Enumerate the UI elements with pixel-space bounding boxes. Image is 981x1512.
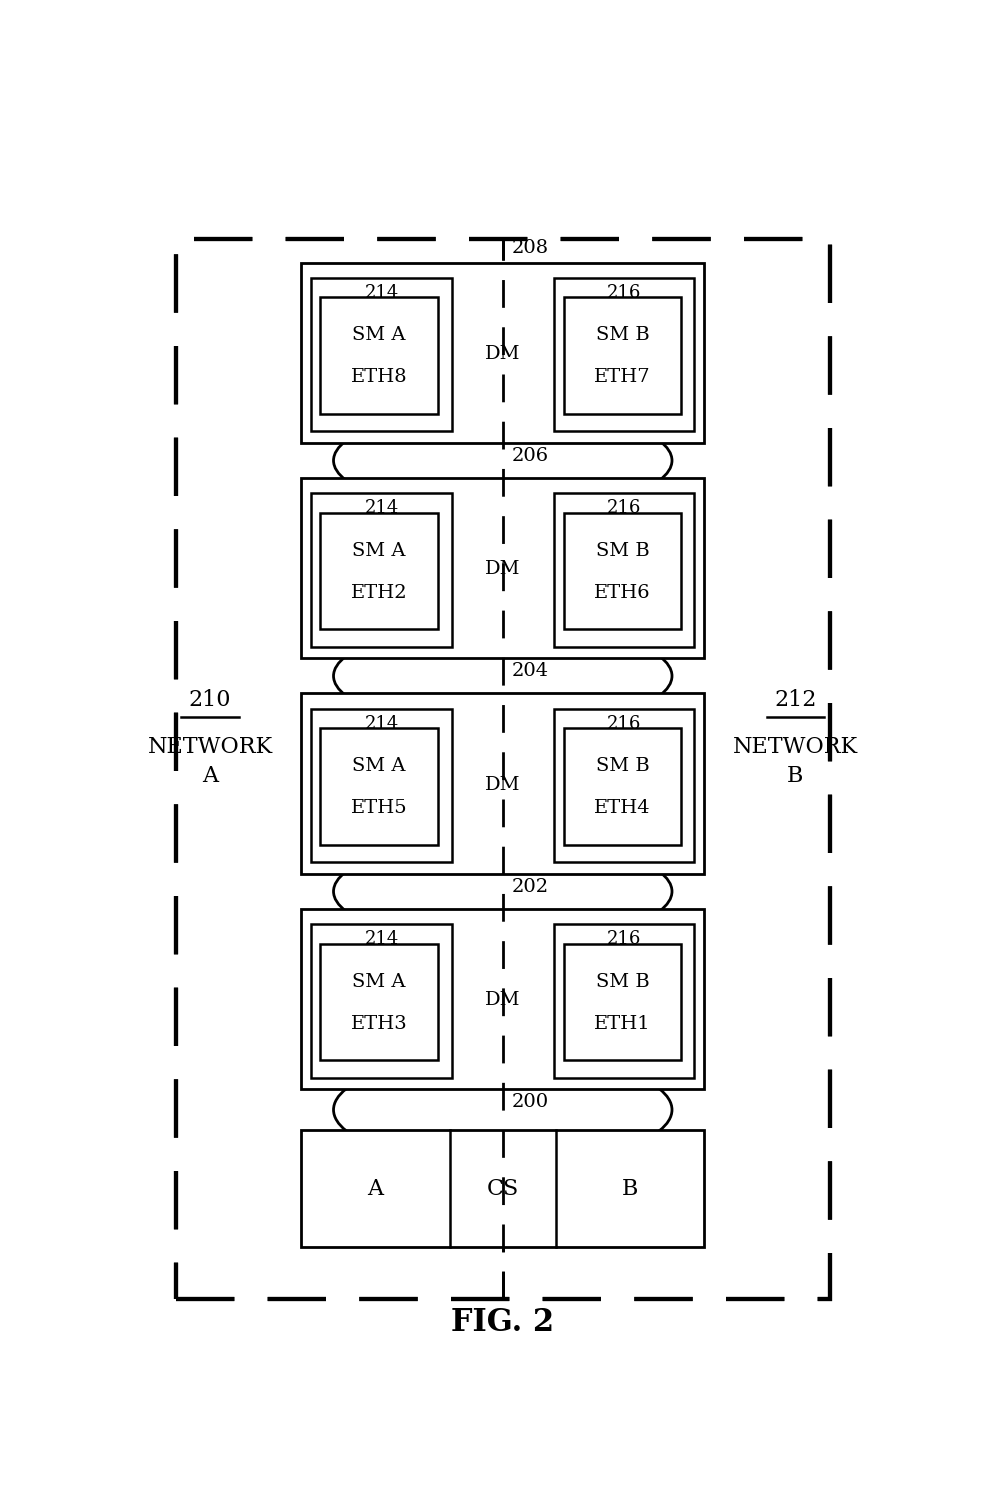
Bar [311, 493, 452, 647]
Bar [301, 1131, 704, 1247]
Text: 216: 216 [607, 715, 642, 733]
Text: ETH2: ETH2 [351, 584, 407, 602]
Text: 214: 214 [364, 284, 398, 302]
Bar [553, 709, 695, 862]
Text: ETH1: ETH1 [594, 1015, 650, 1033]
Text: NETWORK
B: NETWORK B [733, 736, 858, 786]
Text: CS: CS [487, 1178, 519, 1199]
Bar [563, 298, 682, 414]
Bar [301, 909, 704, 1090]
Text: 202: 202 [512, 877, 549, 895]
Bar [553, 493, 695, 647]
Text: SM A: SM A [352, 327, 406, 345]
Bar [311, 709, 452, 862]
Text: DM: DM [485, 776, 521, 794]
Text: ETH5: ETH5 [351, 798, 407, 816]
Ellipse shape [334, 839, 672, 943]
Text: FIG. 2: FIG. 2 [451, 1306, 554, 1338]
Ellipse shape [334, 624, 672, 729]
Ellipse shape [334, 1055, 672, 1166]
Bar [553, 278, 695, 432]
Text: 208: 208 [512, 239, 549, 257]
Bar [311, 924, 452, 1078]
Text: B: B [622, 1178, 639, 1199]
Text: ETH7: ETH7 [594, 367, 650, 386]
Bar [301, 478, 704, 659]
Text: SM B: SM B [595, 541, 649, 559]
Bar [553, 924, 695, 1078]
Text: SM B: SM B [595, 758, 649, 774]
Text: DM: DM [485, 345, 521, 363]
Ellipse shape [334, 408, 672, 513]
Text: SM B: SM B [595, 327, 649, 345]
Text: 200: 200 [512, 1093, 549, 1111]
Text: 216: 216 [607, 499, 642, 517]
Text: 214: 214 [364, 499, 398, 517]
Bar [311, 278, 452, 432]
Text: SM A: SM A [352, 541, 406, 559]
Text: ETH4: ETH4 [594, 798, 650, 816]
Text: A: A [367, 1178, 383, 1199]
Text: 206: 206 [512, 448, 549, 464]
Text: DM: DM [485, 559, 521, 578]
Bar [321, 729, 439, 845]
Bar [563, 943, 682, 1060]
Text: 216: 216 [607, 284, 642, 302]
Text: NETWORK
A: NETWORK A [147, 736, 273, 786]
Bar [563, 729, 682, 845]
Text: ETH6: ETH6 [594, 584, 650, 602]
Bar [321, 943, 439, 1060]
Text: SM B: SM B [595, 972, 649, 990]
Bar [301, 263, 704, 443]
Text: ETH3: ETH3 [351, 1015, 407, 1033]
Text: SM A: SM A [352, 972, 406, 990]
Text: 204: 204 [512, 662, 549, 680]
Bar [176, 239, 830, 1299]
Text: 210: 210 [188, 688, 232, 711]
Bar [301, 694, 704, 874]
Text: DM: DM [485, 990, 521, 1009]
Bar [563, 513, 682, 629]
Bar [321, 298, 439, 414]
Text: 216: 216 [607, 930, 642, 948]
Text: 214: 214 [364, 930, 398, 948]
Text: SM A: SM A [352, 758, 406, 774]
Bar [321, 513, 439, 629]
Text: 214: 214 [364, 715, 398, 733]
Bar [176, 239, 830, 1299]
Text: ETH8: ETH8 [351, 367, 407, 386]
Text: 212: 212 [774, 688, 816, 711]
